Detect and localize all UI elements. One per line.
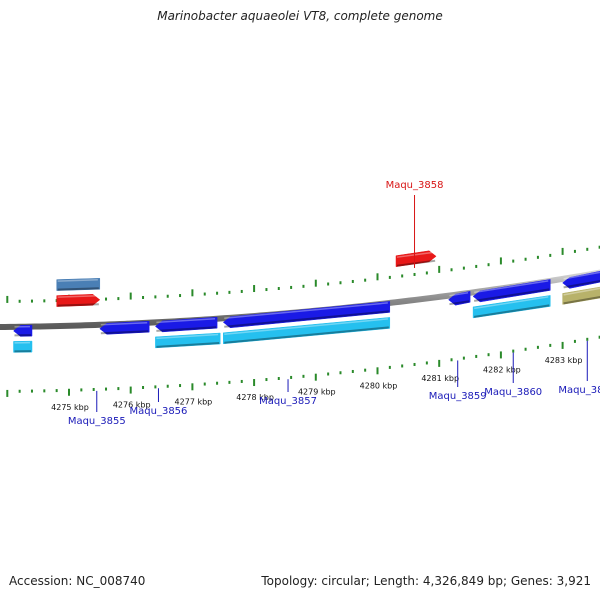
feature-shade bbox=[57, 287, 99, 291]
cds-feature bbox=[448, 290, 471, 306]
gene-label: Maqu_3860 bbox=[484, 352, 542, 398]
feature-highlight bbox=[224, 302, 388, 320]
feature-highlight bbox=[474, 296, 549, 310]
accession-label: Accession: NC_008740 bbox=[9, 574, 146, 588]
genome-summary: Topology: circular; Length: 4,326,849 bp… bbox=[261, 574, 591, 588]
feature-shade bbox=[563, 295, 600, 305]
gene-label-text: Maqu_3857 bbox=[259, 396, 317, 407]
feature-shape bbox=[222, 301, 391, 329]
feature-shape bbox=[56, 278, 101, 291]
gene-label-text: Maqu_3861 bbox=[558, 385, 600, 396]
scale-label: 4281 kbp bbox=[421, 374, 459, 383]
gene-label: Maqu_3859 bbox=[429, 360, 487, 402]
scale-label: 4278 kbp bbox=[236, 393, 274, 402]
feature-shape bbox=[472, 279, 551, 303]
gene-label-text: Maqu_3855 bbox=[68, 416, 126, 427]
outer-tick-track bbox=[6, 245, 600, 303]
feature-shade bbox=[473, 304, 550, 318]
feature-shape bbox=[155, 332, 221, 349]
feature-highlight bbox=[156, 317, 216, 324]
other-feature bbox=[56, 278, 101, 291]
feature-shape bbox=[99, 320, 150, 335]
feature-highlight bbox=[57, 295, 98, 298]
feature-shape bbox=[13, 324, 33, 337]
feature-highlight bbox=[563, 287, 600, 296]
feature-shape bbox=[223, 317, 391, 345]
feature-highlight bbox=[100, 321, 148, 326]
trna-feature bbox=[223, 317, 391, 345]
scale-label: 4277 kbp bbox=[175, 397, 213, 406]
feature-shade bbox=[57, 303, 99, 307]
gene-label: Maqu_3855 bbox=[68, 390, 126, 427]
cds-highlight-feature bbox=[56, 294, 101, 307]
cds-feature bbox=[154, 316, 218, 333]
gene-label: Maqu_3856 bbox=[130, 388, 188, 417]
feature-highlight bbox=[449, 292, 469, 297]
feature-shape bbox=[13, 340, 33, 353]
scale-label: 4276 kbp bbox=[113, 401, 151, 410]
gene-label-text: Maqu_3860 bbox=[484, 387, 542, 398]
feature-shade bbox=[473, 288, 550, 302]
feature-shade bbox=[156, 342, 220, 348]
feature-shade bbox=[100, 330, 149, 335]
cds-feature bbox=[13, 324, 33, 337]
gene-label: Maqu_3857 bbox=[259, 379, 317, 407]
gene-label-text: Maqu_3856 bbox=[130, 406, 188, 417]
feature-highlight bbox=[224, 318, 388, 336]
feature-layer bbox=[13, 250, 600, 353]
trna-feature bbox=[472, 295, 551, 319]
feature-highlight bbox=[563, 271, 600, 280]
trna-feature bbox=[13, 340, 33, 353]
gene-label-text: Maqu_3858 bbox=[386, 180, 444, 191]
feature-shade bbox=[396, 259, 436, 267]
scale-labels: 4275 kbp 4276 kbp 4277 kbp 4278 kbp 4279 kbp… bbox=[51, 356, 582, 412]
feature-shade bbox=[224, 310, 389, 328]
cds-feature bbox=[562, 270, 600, 289]
feature-shape bbox=[562, 286, 600, 305]
cds-feature bbox=[222, 301, 391, 329]
feature-shade bbox=[449, 300, 470, 306]
feature-shade bbox=[224, 326, 389, 344]
map-title: Marinobacter aquaeolei VT8, complete gen… bbox=[157, 9, 443, 23]
feature-shape bbox=[472, 295, 551, 319]
gene-label: Maqu_3858 bbox=[386, 180, 444, 268]
feature-shape bbox=[154, 316, 218, 333]
scale-label: 4282 kbp bbox=[483, 365, 521, 374]
trna-feature bbox=[155, 332, 221, 349]
scale-label: 4275 kbp bbox=[51, 403, 89, 412]
feature-highlight bbox=[396, 251, 435, 258]
scale-label: 4283 kbp bbox=[545, 356, 583, 365]
feature-shade bbox=[563, 279, 600, 289]
feature-shape bbox=[395, 250, 437, 267]
scale-label: 4279 kbp bbox=[298, 388, 336, 397]
feature-shape bbox=[56, 294, 101, 307]
cds-highlight-feature bbox=[395, 250, 437, 267]
feature-highlight bbox=[474, 280, 549, 294]
gene-label: Maqu_3861 bbox=[558, 340, 600, 396]
feature-highlight bbox=[57, 279, 98, 282]
gene-label-layer: Maqu_3858 Maqu_3855 Maqu_3856 Maqu_3857 Maqu… bbox=[68, 180, 600, 427]
cds-feature bbox=[99, 320, 150, 335]
inner-tick-track bbox=[6, 335, 600, 397]
feature-shade bbox=[156, 326, 217, 332]
feature-shape bbox=[448, 290, 471, 306]
feature-shape bbox=[562, 270, 600, 289]
feature-highlight bbox=[156, 333, 219, 340]
rrna-feature bbox=[562, 286, 600, 305]
cds-feature bbox=[472, 279, 551, 303]
gene-label-text: Maqu_3859 bbox=[429, 391, 487, 402]
scale-label: 4280 kbp bbox=[360, 381, 398, 390]
